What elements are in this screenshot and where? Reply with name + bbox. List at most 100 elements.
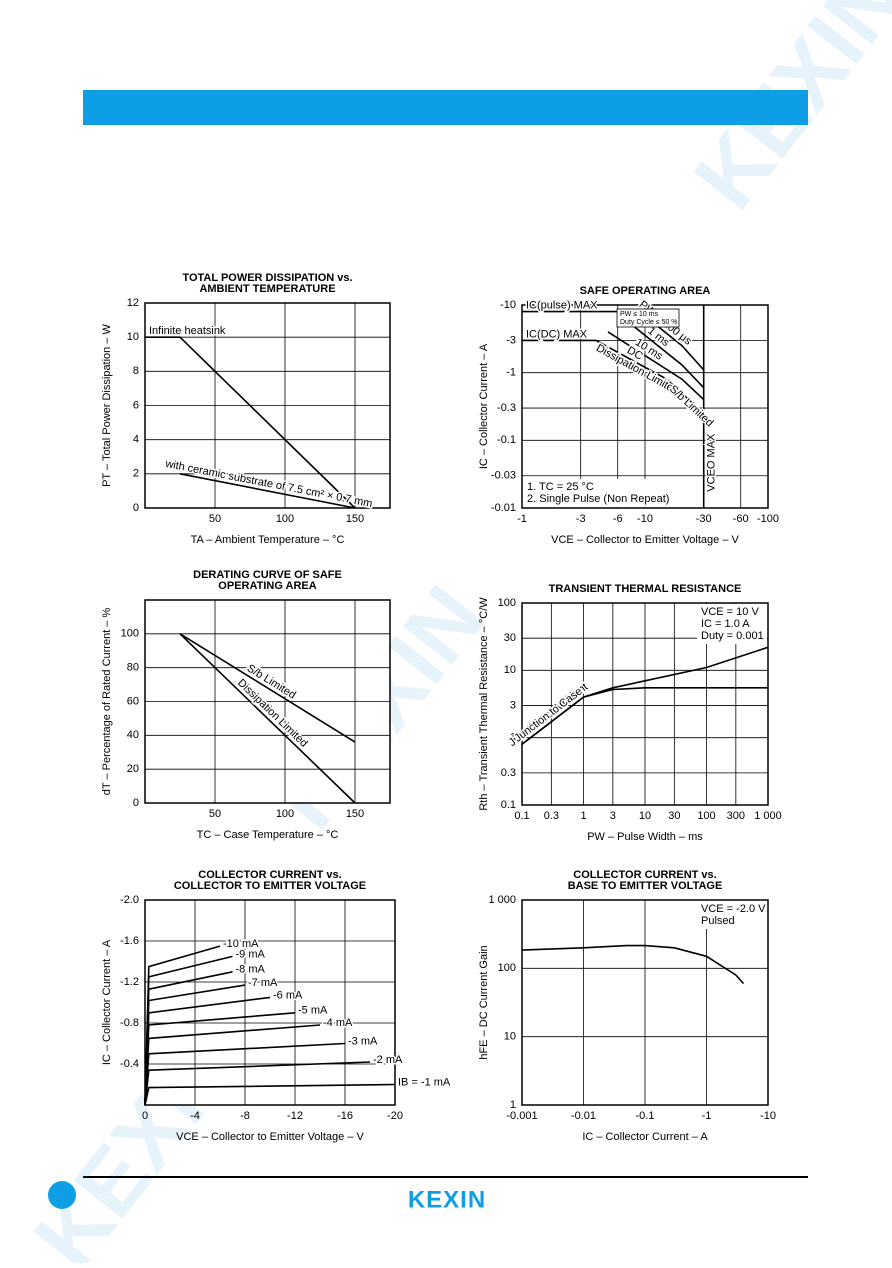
chart-title: TRANSIENT THERMAL RESISTANCE [549, 583, 742, 595]
x-tick-label: -1 [517, 513, 527, 525]
x-tick-label: -4 [190, 1110, 200, 1122]
x-tick-label: 1 [580, 810, 586, 822]
annotation: Duty = 0.001 [701, 630, 764, 642]
series-label: Infinite heatsink [149, 325, 226, 337]
y-tick-label: -2.0 [120, 894, 139, 906]
x-tick-label: -0.001 [506, 1110, 537, 1122]
series-line [179, 633, 356, 743]
footer-dot [48, 1181, 76, 1209]
series-line [179, 473, 356, 509]
annotation: 2. Single Pulse (Non Repeat) [527, 493, 669, 505]
x-axis-label: TC – Case Temperature – °C [197, 829, 339, 841]
x-tick-label: 100 [697, 810, 715, 822]
y-tick-label: 0 [133, 797, 139, 809]
x-tick-label: 3 [610, 810, 616, 822]
annotation: 1. TC = 25 °C [527, 481, 594, 493]
note-text: Duty Cycle ≤ 50 % [620, 319, 678, 326]
chart-title: BASE TO EMITTER VOLTAGE [568, 880, 723, 892]
series-label: IC(DC) MAX [526, 328, 588, 340]
chart-title: SAFE OPERATING AREA [580, 285, 711, 297]
logo: KEXIN [408, 1186, 486, 1213]
x-axis-label: IC – Collector Current – A [582, 1131, 708, 1143]
y-tick-label: 20 [127, 763, 139, 775]
annotation: Pulsed [701, 915, 735, 927]
y-axis-label: Rth – Transient Thermal Resistance – °C/… [478, 597, 490, 811]
series-line [607, 331, 705, 401]
x-tick-label: -12 [287, 1110, 303, 1122]
y-axis-label: dT – Percentage of Rated Current – % [101, 608, 113, 796]
series-line [595, 339, 705, 414]
y-tick-label: 8 [133, 365, 139, 377]
y-tick-label: -0.03 [491, 470, 516, 482]
y-tick-label: 10 [504, 664, 516, 676]
x-tick-label: -16 [337, 1110, 353, 1122]
y-axis-label: IC – Collector Current – A [101, 939, 113, 1065]
x-tick-label: -30 [696, 513, 712, 525]
y-tick-label: 1 [510, 732, 516, 744]
note-text: PW ≤ 10 ms [620, 311, 659, 318]
series-label: IC(pulse) MAX [526, 299, 598, 311]
y-tick-label: 0.1 [501, 799, 516, 811]
chart-title: TOTAL POWER DISSIPATION vs. [182, 272, 352, 284]
chart-title: COLLECTOR TO EMITTER VOLTAGE [174, 880, 366, 892]
x-tick-label: -1 [702, 1110, 712, 1122]
y-tick-label: 3 [510, 699, 516, 711]
annotation: VCE = 10 V [701, 606, 759, 618]
y-tick-label: -10 [500, 299, 516, 311]
header-bar [83, 90, 808, 125]
series-label: -4 mA [323, 1017, 353, 1029]
x-tick-label: 0 [142, 1110, 148, 1122]
y-tick-label: -1.6 [120, 935, 139, 947]
annotation: IC = 1.0 A [701, 618, 750, 630]
series-line [145, 336, 356, 509]
y-tick-label: -1.2 [120, 976, 139, 988]
y-tick-label: 10 [504, 1031, 516, 1043]
plot-area [144, 899, 396, 1106]
x-tick-label: 50 [209, 808, 221, 820]
x-tick-label: 0.3 [544, 810, 559, 822]
x-tick-label: -0.01 [571, 1110, 596, 1122]
x-tick-label: 150 [346, 513, 364, 525]
x-tick-label: 150 [346, 808, 364, 820]
y-tick-label: 30 [504, 632, 516, 644]
y-tick-label: 4 [133, 434, 139, 446]
note-box [616, 308, 680, 328]
y-tick-label: -0.01 [491, 502, 516, 514]
y-tick-label: 0.3 [501, 767, 516, 779]
y-tick-label: -0.8 [120, 1017, 139, 1029]
y-tick-label: 1 000 [488, 894, 516, 906]
x-tick-label: -60 [733, 513, 749, 525]
x-tick-label: 0.1 [514, 810, 529, 822]
y-tick-label: 0 [133, 502, 139, 514]
y-tick-label: -3 [506, 334, 516, 346]
y-tick-label: -1 [506, 367, 516, 379]
y-axis-label: PT – Total Power Dissipation – W [101, 323, 113, 486]
series-line [625, 319, 705, 389]
y-tick-label: 12 [127, 297, 139, 309]
x-tick-label: -8 [240, 1110, 250, 1122]
x-axis-label: VCE – Collector to Emitter Voltage – V [176, 1131, 364, 1143]
series-label: -10 mA [223, 938, 259, 950]
annotation-box [697, 604, 767, 644]
y-axis-label: IC – Collector Current – A [478, 343, 490, 469]
y-tick-label: -0.3 [497, 402, 516, 414]
chart-title: AMBIENT TEMPERATURE [199, 283, 335, 295]
y-tick-label: -0.4 [120, 1058, 139, 1070]
x-tick-label: 100 [276, 513, 294, 525]
x-tick-label: -10 [637, 513, 653, 525]
series-label: -6 mA [273, 989, 303, 1001]
y-tick-label: 80 [127, 662, 139, 674]
annotation-box [523, 479, 673, 507]
annotation-box [697, 901, 767, 929]
chart-title: DERATING CURVE OF SAFE [193, 569, 342, 581]
series-label: -3 mA [348, 1035, 378, 1047]
series-line [144, 945, 221, 1106]
series-label: VCEO MAX [706, 433, 718, 492]
x-tick-label: -100 [757, 513, 779, 525]
series-label: -8 mA [236, 964, 266, 976]
y-tick-label: -0.1 [497, 434, 516, 446]
x-axis-label: TA – Ambient Temperature – °C [191, 534, 345, 546]
y-tick-label: 10 [127, 331, 139, 343]
